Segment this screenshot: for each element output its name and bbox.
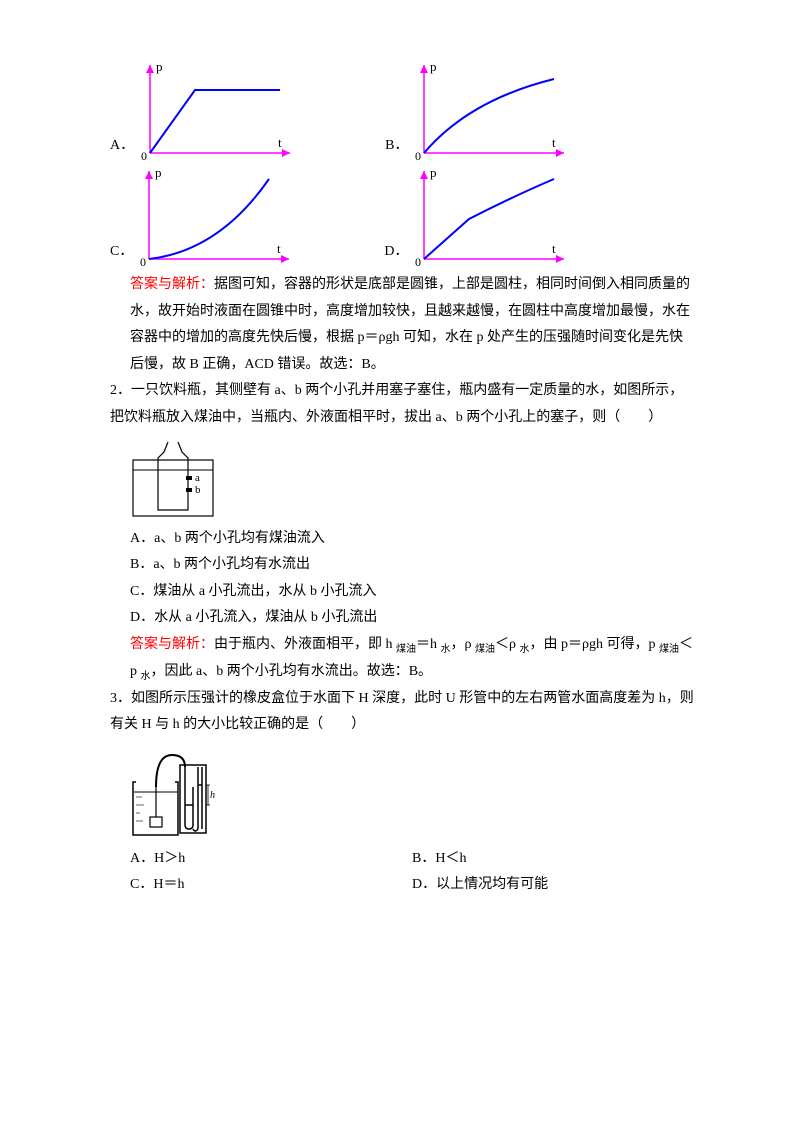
graph-B: p t 0: [414, 60, 569, 160]
label-B: B．: [385, 133, 408, 160]
svg-text:t: t: [552, 135, 556, 150]
q2-analysis-label: 答案与解析：: [130, 637, 214, 652]
q3-manometer-diagram: h: [130, 747, 220, 842]
q3-text: 如图所示压强计的橡皮盒位于水面下 H 深度，此时 U 形管中的左右两管水面高度差…: [110, 691, 694, 733]
q2-optC: C．煤油从 a 小孔流出，水从 b 小孔流入: [130, 579, 694, 606]
q2-a-s2: 水: [441, 644, 451, 655]
label-A: A．: [110, 133, 134, 160]
graph-row-1: A． p t 0 B．: [110, 60, 694, 160]
label-C: C．: [110, 239, 133, 266]
q2-a-s5: 煤油: [659, 644, 679, 655]
q2-a-p1: 由于瓶内、外液面相平，即 h: [214, 637, 396, 652]
svg-text:p: p: [155, 166, 162, 180]
svg-text:t: t: [552, 241, 556, 256]
q2: 2．一只饮料瓶，其侧壁有 a、b 两个小孔并用塞子塞住，瓶内盛有一定质量的水，如…: [110, 378, 694, 685]
q3-optB: B．H＜h: [412, 846, 694, 873]
q2-a-p2: ＝h: [416, 637, 441, 652]
q2-analysis: 答案与解析：由于瓶内、外液面相平，即 h 煤油＝h 水，ρ 煤油＜ρ 水，由 p…: [130, 632, 694, 686]
q3-optC: C．H＝h: [130, 872, 412, 899]
q3-optD: D．以上情况均有可能: [412, 872, 694, 899]
svg-text:a: a: [195, 472, 200, 484]
graph-A-item: A． p t 0: [110, 60, 295, 160]
graph-row-2: C． p t 0 D．: [110, 166, 694, 266]
q2-text: 一只饮料瓶，其侧壁有 a、b 两个小孔并用塞子塞住，瓶内盛有一定质量的水，如图所…: [110, 383, 683, 425]
graph-C-item: C． p t 0: [110, 166, 294, 266]
q2-optD: D．水从 a 小孔流入，煤油从 b 小孔流出: [130, 605, 694, 632]
svg-text:t: t: [278, 135, 282, 150]
q3-num: 3．: [110, 691, 131, 706]
q2-a-s4: 水: [520, 644, 530, 655]
q2-a-p5: ，由 p＝ρgh 可得，p: [530, 637, 660, 652]
graph-D: p t 0: [414, 166, 569, 266]
q1-analysis-label: 答案与解析：: [130, 277, 214, 292]
q2-a-p3: ，ρ: [451, 637, 476, 652]
svg-text:h: h: [210, 790, 215, 801]
q1-analysis: 答案与解析：据图可知，容器的形状是底部是圆锥，上部是圆柱，相同时间倒入相同质量的…: [130, 272, 694, 378]
q2-a-s1: 煤油: [396, 644, 416, 655]
svg-text:0: 0: [415, 149, 421, 160]
svg-text:b: b: [195, 484, 201, 496]
svg-text:0: 0: [140, 255, 146, 266]
svg-text:t: t: [277, 241, 281, 256]
label-D: D．: [384, 239, 408, 266]
q2-a-s6: 水: [141, 671, 151, 682]
svg-text:p: p: [430, 60, 437, 74]
graph-A: p t 0: [140, 60, 295, 160]
graph-D-item: D． p t 0: [384, 166, 569, 266]
q2-a-s3: 煤油: [475, 644, 495, 655]
q3-row1: A．H＞h B．H＜h: [130, 846, 694, 873]
svg-text:0: 0: [141, 149, 147, 160]
q3-row2: C．H＝h D．以上情况均有可能: [130, 872, 694, 899]
q2-a-p4: ＜ρ: [495, 637, 520, 652]
svg-text:0: 0: [415, 255, 421, 266]
q2-num: 2．: [110, 383, 131, 398]
q2-optB: B．a、b 两个小孔均有水流出: [130, 552, 694, 579]
q3: 3．如图所示压强计的橡皮盒位于水面下 H 深度，此时 U 形管中的左右两管水面高…: [110, 686, 694, 899]
svg-text:p: p: [430, 166, 437, 180]
q2-a-p7: ，因此 a、b 两个小孔均有水流出。故选：B。: [151, 664, 433, 679]
graph-C: p t 0: [139, 166, 294, 266]
q1-analysis-text: 据图可知，容器的形状是底部是圆锥，上部是圆柱，相同时间倒入相同质量的水，故开始时…: [130, 277, 690, 372]
q2-optA: A．a、b 两个小孔均有煤油流入: [130, 526, 694, 553]
q3-optA: A．H＞h: [130, 846, 412, 873]
q2-bottle-diagram: a b: [130, 440, 220, 520]
graph-B-item: B． p t 0: [385, 60, 569, 160]
svg-text:p: p: [156, 60, 163, 74]
